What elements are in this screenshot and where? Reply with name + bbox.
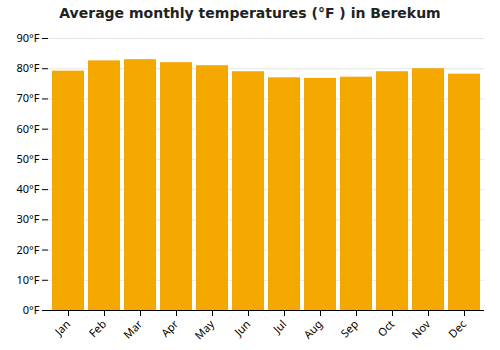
- svg-text:Jun: Jun: [230, 316, 253, 339]
- svg-text:Oct: Oct: [374, 316, 397, 339]
- svg-text:80°F: 80°F: [16, 60, 39, 75]
- svg-text:Mar: Mar: [120, 316, 146, 342]
- svg-text:Jul: Jul: [269, 316, 289, 336]
- svg-text:May: May: [191, 316, 217, 342]
- svg-text:30°F: 30°F: [16, 211, 39, 226]
- svg-text:Feb: Feb: [85, 316, 109, 340]
- svg-text:Aug: Aug: [300, 316, 325, 341]
- svg-text:10°F: 10°F: [16, 272, 39, 287]
- svg-text:0°F: 0°F: [23, 302, 40, 317]
- svg-text:40°F: 40°F: [16, 181, 39, 196]
- svg-text:Dec: Dec: [445, 316, 469, 340]
- svg-text:20°F: 20°F: [16, 242, 39, 257]
- svg-text:Nov: Nov: [408, 316, 433, 341]
- svg-text:70°F: 70°F: [16, 90, 39, 105]
- svg-text:90°F: 90°F: [16, 30, 39, 45]
- svg-text:Jan: Jan: [50, 316, 73, 339]
- svg-text:Sep: Sep: [337, 316, 361, 340]
- svg-text:Apr: Apr: [158, 316, 182, 340]
- svg-text:60°F: 60°F: [16, 121, 39, 136]
- svg-text:50°F: 50°F: [16, 151, 39, 166]
- html-text:Average monthly temperatures (: Average monthly temperatures (°F ) in Be…: [59, 5, 441, 21]
